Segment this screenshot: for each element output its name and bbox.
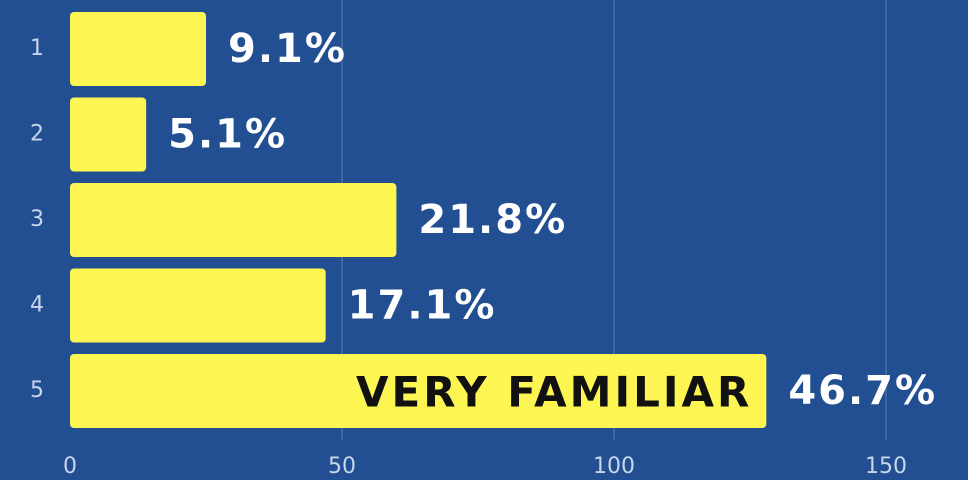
data-label: 9.1% [228,26,347,72]
data-label: 46.7% [788,368,937,414]
category-label: 5 [30,378,44,403]
category-label: 3 [30,207,44,232]
x-tick-label: 100 [593,454,635,479]
bar [70,183,397,257]
x-tick-label: 150 [865,454,907,479]
annotation: VERY FAMILIAR [356,368,752,417]
category-label: 2 [30,122,44,147]
data-label: 17.1% [348,283,497,329]
category-label: 4 [30,293,44,318]
category-label: 1 [30,36,44,61]
x-tick-label: 0 [63,454,77,479]
data-label: 21.8% [418,197,567,243]
bar [70,12,206,86]
x-tick-label: 50 [328,454,356,479]
bar [70,268,326,343]
bar [70,354,767,428]
bar [70,97,147,172]
data-label: 5.1% [168,112,287,158]
